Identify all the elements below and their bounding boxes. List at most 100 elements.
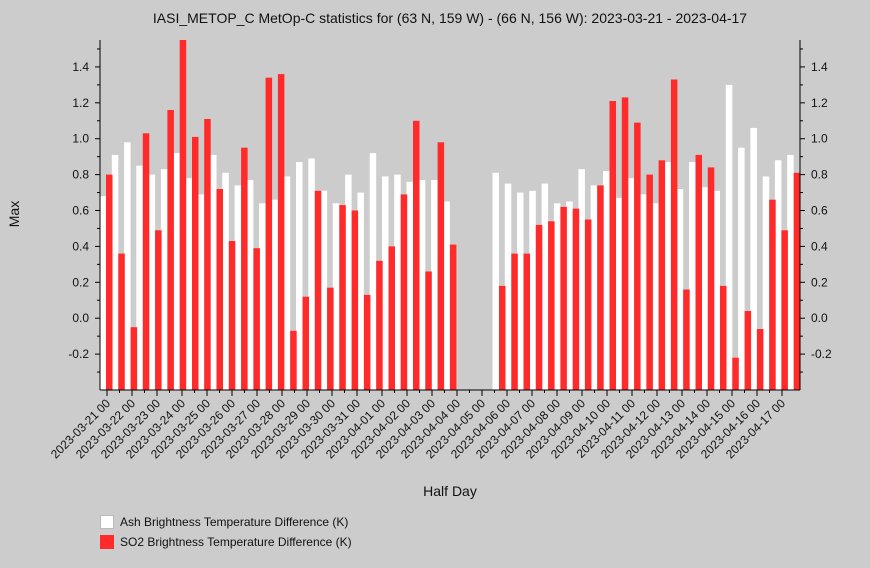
so2-bar [437,142,445,390]
so2-bar [376,260,383,390]
legend: Ash Brightness Temperature Difference (K… [100,512,352,552]
x-axis-label: Half Day [423,483,477,499]
y-tick-label-left: 0.2 [72,275,89,289]
so2-bar [646,174,653,390]
ash-bar [529,190,536,390]
ash-bar [406,181,413,390]
so2-bar [253,248,260,390]
ash-bar [664,162,671,390]
ash-bar [590,185,598,390]
ash-bar [222,172,229,390]
ash-bar [492,172,499,390]
so2-bar [314,190,322,390]
ash-bar [271,199,278,390]
ash-bar [99,196,106,390]
y-tick-label-right: 1.4 [811,60,828,74]
ash-bar [124,142,131,390]
y-tick-label-left: 1.0 [72,132,89,146]
y-tick-label-right: 0.2 [811,275,828,289]
so2-bar [560,206,567,390]
ash-bar [210,154,217,390]
so2-bar [118,253,125,390]
ash-bar [259,203,266,390]
so2-bar [302,296,309,390]
y-tick-label-right: -0.2 [811,347,832,361]
y-tick-label-left: 0.4 [72,239,89,253]
ash-bar [283,176,291,390]
ash-swatch [100,515,114,529]
legend-label-ash: Ash Brightness Temperature Difference (K… [120,515,349,529]
so2-bar [683,289,690,390]
y-tick-label-right: 1.0 [811,132,828,146]
so2-bar [499,285,506,390]
ash-bar [504,183,512,390]
so2-bar [634,122,641,390]
ash-bar [750,127,757,391]
so2-bar [327,287,334,390]
ash-bar [443,201,450,390]
so2-bar [241,147,248,390]
ash-bar [627,178,635,390]
ash-bar [615,197,622,390]
so2-bar [695,154,702,390]
so2-bar [793,172,801,390]
ash-bar [701,187,708,390]
so2-bar [106,174,113,390]
so2-bar [609,101,616,390]
ash-bar [111,154,119,390]
so2-bar [572,208,580,390]
ash-bar [578,169,585,390]
so2-bar [179,40,187,390]
ash-bar [160,169,168,390]
so2-bar [204,119,211,390]
ash-bar [517,192,524,390]
y-tick-label-left: 1.4 [72,60,89,74]
ash-bar [148,174,156,390]
so2-bar [265,77,273,390]
ash-bar [713,190,720,390]
so2-bar [744,311,752,390]
y-tick-label-left: -0.2 [68,347,89,361]
so2-bar [339,205,346,390]
ash-bar [332,203,340,390]
so2-bar [511,253,518,390]
y-axis-label: Max [6,201,22,227]
y-tick-label-left: 1.2 [72,96,89,110]
so2-bar [621,97,629,391]
y-tick-label-left: 0.8 [72,168,89,182]
so2-bar [388,246,395,390]
axes-group: -0.2 -0.2 0.0 0.0 0.2 0.2 0.4 0.4 0.6 0.6 0.8 0.8 1.… [48,40,832,461]
y-tick-label-left: 0.0 [72,311,89,325]
chart-title: IASI_METOP_C MetOp-C statistics for (63 … [153,10,747,26]
so2-bar [597,185,604,390]
y-tick-label-right: 1.2 [811,96,828,110]
ash-bar [652,203,659,390]
ash-bar [320,190,328,390]
so2-bar [155,230,162,390]
so2-bar [769,199,776,390]
so2-bar [351,210,359,390]
legend-label-so2: SO2 Brightness Temperature Difference (K… [120,535,352,549]
ash-bar [357,192,364,390]
ash-bar [553,203,561,390]
ash-bar [762,176,770,390]
ash-bar [787,154,794,390]
ash-bar [603,171,610,390]
ash-bar [246,180,254,390]
y-tick-label-left: 0.6 [72,204,89,218]
so2-bar [781,230,788,390]
y-tick-label-right: 0.4 [811,239,828,253]
so2-bar [167,110,174,390]
so2-bar [658,160,666,390]
so2-swatch [100,535,114,549]
ash-bar [394,174,401,390]
ash-bar [369,153,377,390]
so2-bar [732,357,739,390]
so2-bar [523,253,530,390]
so2-bar [756,329,764,390]
so2-bar [290,330,297,390]
so2-bar [720,285,727,390]
ash-bar [296,162,303,390]
ash-bar [431,180,438,390]
